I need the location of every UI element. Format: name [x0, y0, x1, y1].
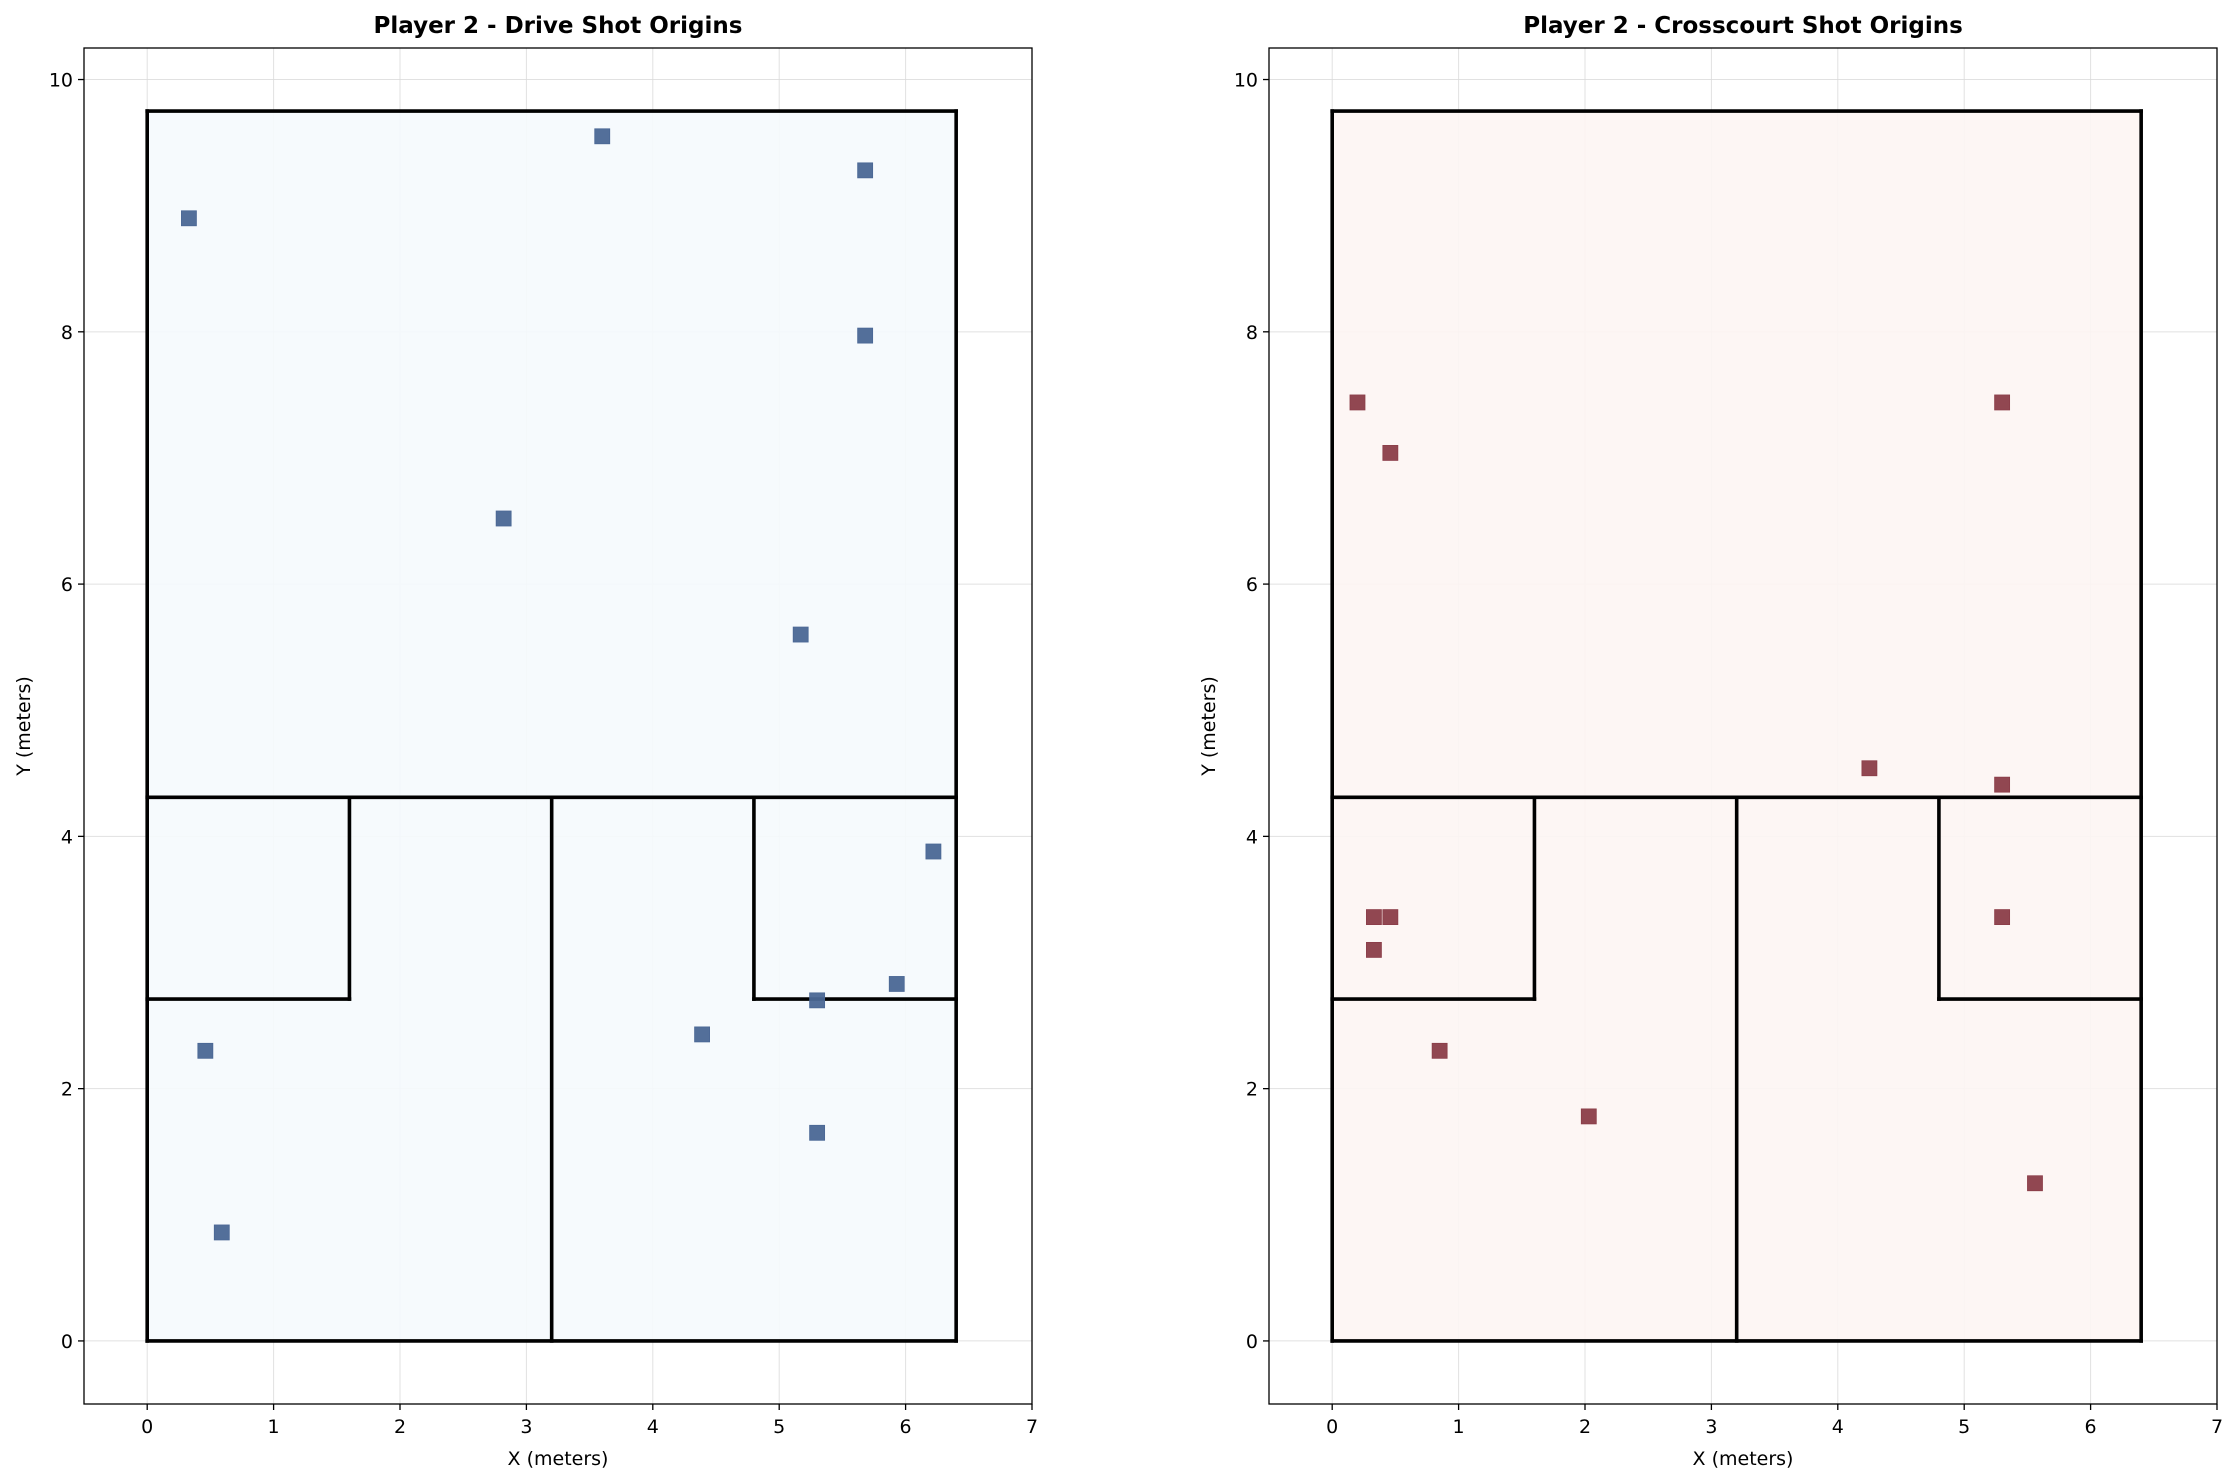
x-tick-label: 0 [1326, 1416, 1338, 1438]
x-tick-label: 1 [268, 1416, 280, 1438]
panel-title: Player 2 - Drive Shot Origins [374, 13, 743, 39]
shot-origin-point [694, 1026, 710, 1043]
y-tick-label: 2 [1246, 1079, 1258, 1101]
x-tick-label: 7 [1026, 1416, 1038, 1438]
x-tick-label: 0 [141, 1416, 153, 1438]
shot-origin-point [1349, 394, 1366, 411]
x-tick-label: 5 [773, 1416, 785, 1438]
x-tick-label: 4 [1832, 1416, 1844, 1438]
court [1330, 109, 2143, 1343]
shot-origin-point [594, 128, 611, 145]
x-tick-label: 4 [647, 1416, 659, 1438]
axes-frame [1268, 47, 2218, 1405]
x-axis-label: X (meters) [508, 1448, 609, 1470]
x-tick-label: 3 [520, 1416, 532, 1438]
shot-origin-point [2027, 1175, 2043, 1192]
y-tick-label: 0 [1246, 1331, 1258, 1353]
y-tick-label: 8 [61, 322, 73, 344]
x-tick-label: 1 [1453, 1416, 1465, 1438]
y-tick-label: 2 [61, 1079, 73, 1101]
y-axis-label: Y (meters) [1198, 676, 1220, 777]
shot-origin-point [1431, 1042, 1448, 1059]
x-tick-label: 2 [394, 1416, 406, 1438]
shot-origin-point [1994, 394, 2011, 411]
data-points [1349, 394, 2043, 1192]
shot-origin-point [1366, 909, 1382, 926]
x-tick-label: 2 [1579, 1416, 1591, 1438]
shot-origin-point [1366, 941, 1382, 958]
shot-origin-point [857, 327, 874, 344]
court [145, 109, 958, 1343]
shot-origin-point [197, 1042, 214, 1059]
data-points [181, 128, 942, 1241]
x-axis-label: X (meters) [1693, 1448, 1794, 1470]
y-tick-label: 8 [1246, 322, 1258, 344]
y-tick-label: 4 [61, 826, 73, 848]
shot-origin-point [809, 1124, 826, 1141]
axes-frame [83, 47, 1033, 1405]
shot-origin-point [857, 162, 874, 179]
axis-ticks: 0 1 2 3 4 5 6 7 0 2 4 6 8 10 [49, 70, 1038, 1438]
x-tick-label: 6 [2085, 1416, 2097, 1438]
y-tick-label: 10 [1234, 70, 1258, 92]
x-tick-label: 3 [1705, 1416, 1717, 1438]
shot-origin-point [1580, 1108, 1597, 1125]
x-tick-label: 7 [2211, 1416, 2223, 1438]
y-axis-label: Y (meters) [13, 676, 35, 777]
shot-origin-point [1382, 909, 1399, 926]
shot-origin-point [181, 210, 197, 227]
shot-origin-point [809, 992, 826, 1009]
x-tick-label: 5 [1958, 1416, 1970, 1438]
shot-origin-point [925, 843, 942, 860]
shot-origin-point [1994, 909, 2011, 926]
shot-origin-point [495, 510, 512, 527]
shot-origin-point [1382, 445, 1399, 461]
drive-shot-panel: Player 2 - Drive Shot Origins 0 1 2 3 4 5 6 7 0 2… [13, 13, 1038, 1470]
y-tick-label: 6 [61, 574, 73, 596]
shot-origin-point [1994, 776, 2011, 793]
axis-ticks: 0 1 2 3 4 5 6 7 0 2 4 6 8 10 [1234, 70, 2223, 1438]
shot-origin-point [888, 976, 905, 992]
panel-title: Player 2 - Crosscourt Shot Origins [1523, 13, 1963, 39]
shot-origin-point [792, 626, 809, 643]
x-tick-label: 6 [900, 1416, 912, 1438]
shot-origin-point [213, 1224, 230, 1241]
y-tick-label: 10 [49, 70, 73, 92]
y-tick-label: 0 [61, 1331, 73, 1353]
y-tick-label: 4 [1246, 826, 1258, 848]
shot-origin-point [1861, 760, 1878, 777]
crosscourt-shot-panel: Player 2 - Crosscourt Shot Origins 0 1 2 3 4… [1198, 13, 2223, 1470]
y-tick-label: 6 [1246, 574, 1258, 596]
